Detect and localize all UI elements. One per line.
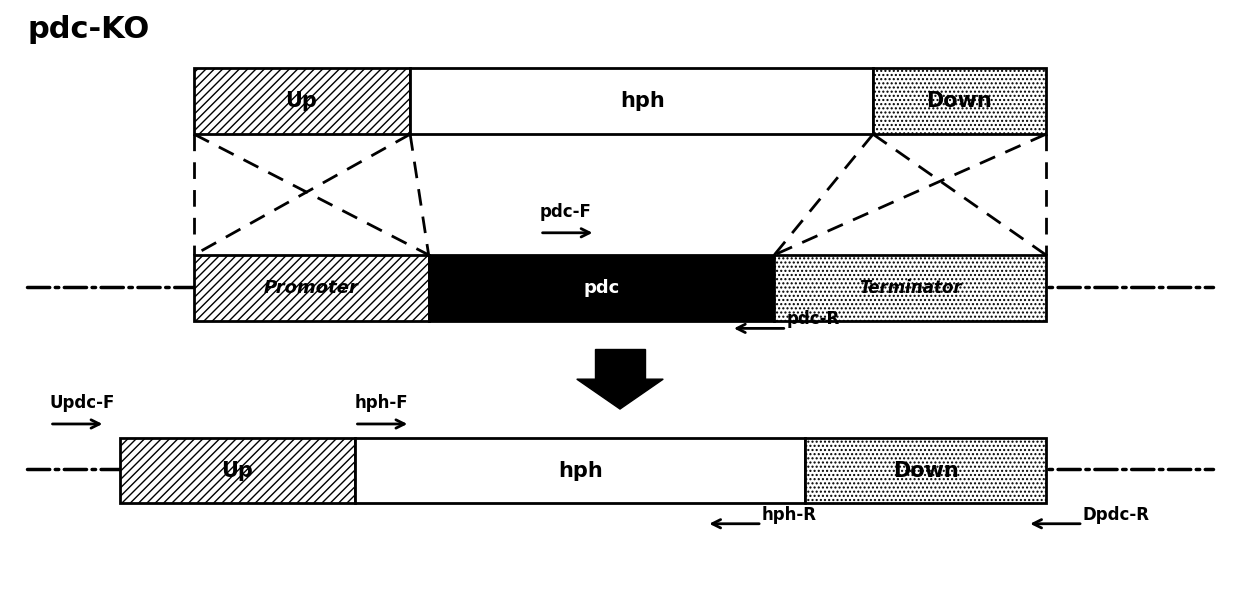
Text: Updc-F: Updc-F <box>50 394 115 412</box>
Text: hph-F: hph-F <box>355 394 408 412</box>
Text: pdc: pdc <box>583 279 620 297</box>
Bar <box>195 255 429 321</box>
Text: Up: Up <box>285 92 317 112</box>
Text: Terminator: Terminator <box>859 279 961 297</box>
Text: hph-R: hph-R <box>761 506 817 524</box>
Bar <box>595 349 645 379</box>
Bar <box>410 69 873 134</box>
Text: hph: hph <box>558 461 603 481</box>
Polygon shape <box>577 379 663 409</box>
Bar <box>429 255 774 321</box>
Text: Down: Down <box>926 92 992 112</box>
Bar <box>120 438 355 504</box>
Bar <box>805 438 1045 504</box>
Text: pdc-R: pdc-R <box>786 311 839 329</box>
Text: Down: Down <box>893 461 959 481</box>
Text: pdc-KO: pdc-KO <box>27 14 150 44</box>
Bar <box>873 69 1045 134</box>
Text: Promoter: Promoter <box>264 279 358 297</box>
Bar <box>774 255 1045 321</box>
Text: pdc-F: pdc-F <box>539 203 591 221</box>
Text: Up: Up <box>222 461 253 481</box>
Text: hph: hph <box>620 92 665 112</box>
Text: Dpdc-R: Dpdc-R <box>1083 506 1149 524</box>
Bar <box>195 69 410 134</box>
Bar <box>355 438 805 504</box>
